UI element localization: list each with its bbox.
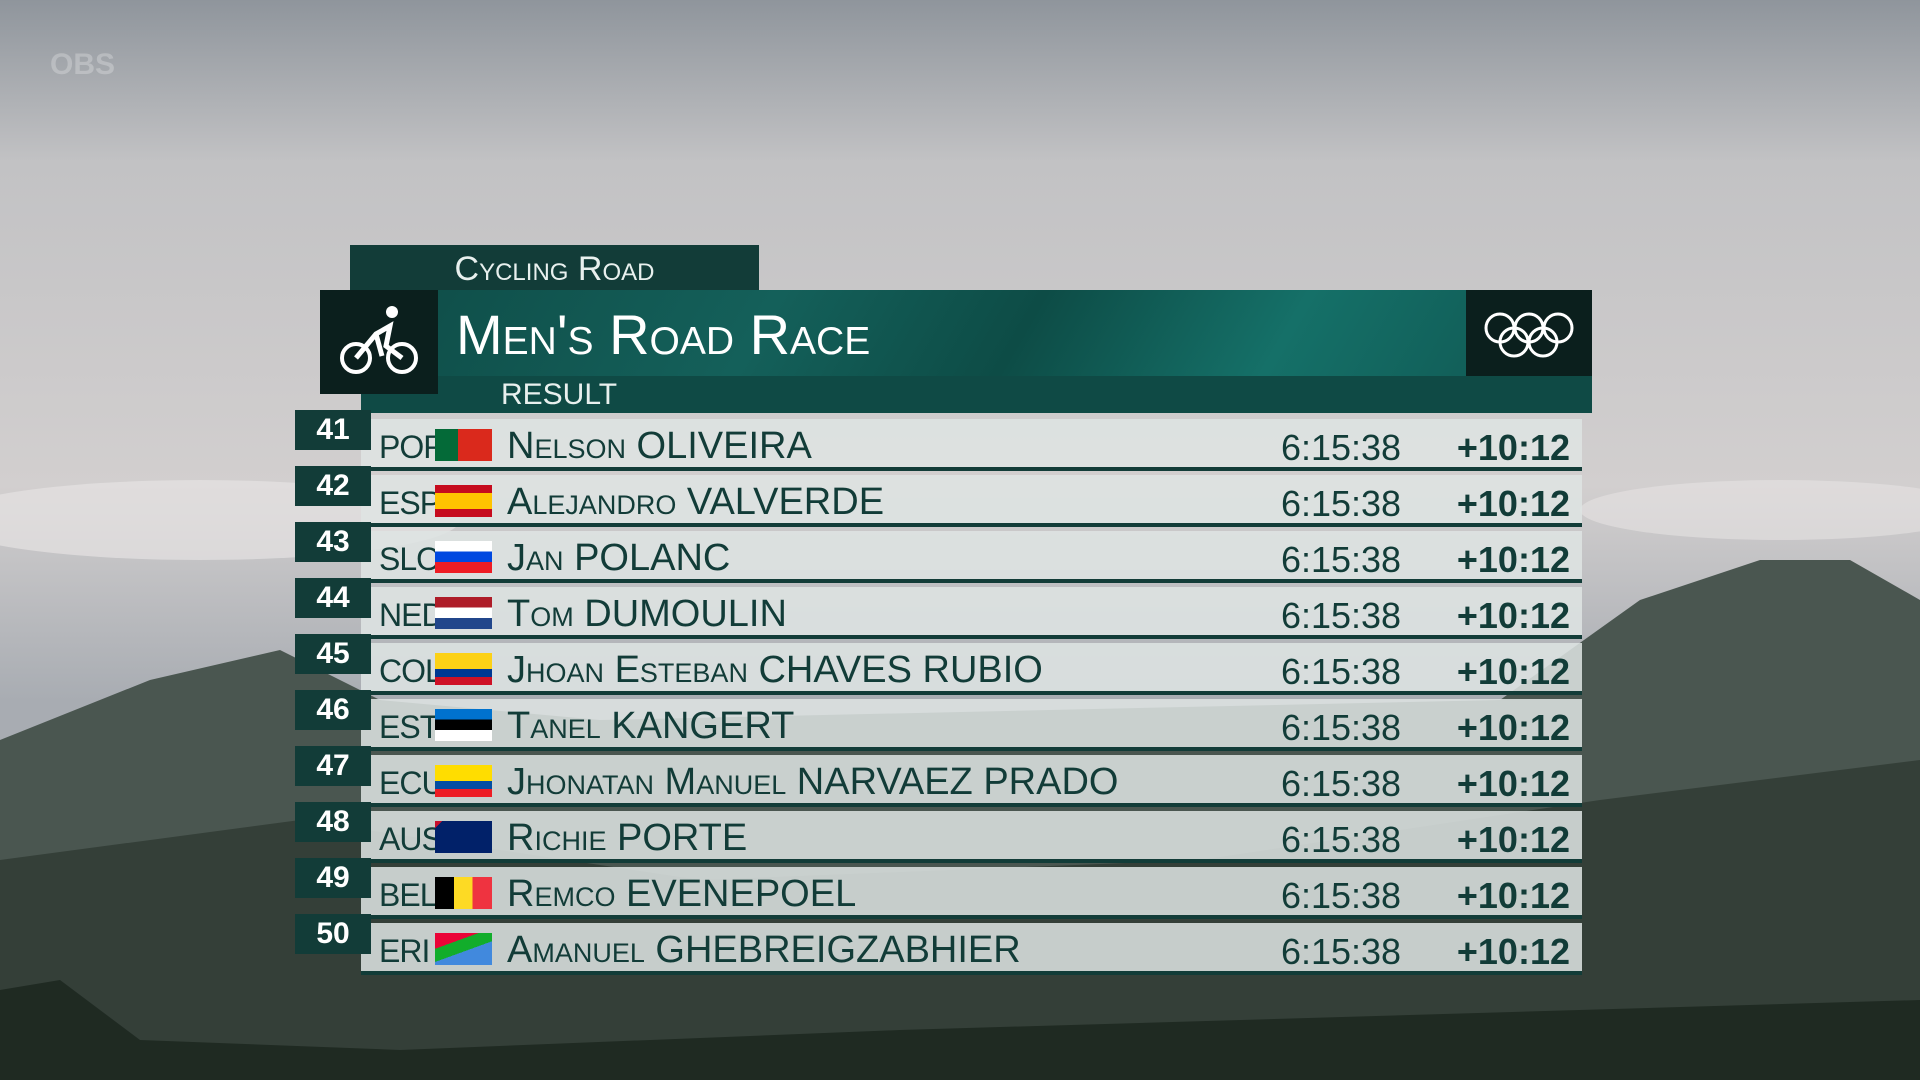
finish-time: 6:15:38 [1280,427,1402,468]
sport-tab: Cycling Road [350,245,759,291]
flag [435,597,492,629]
flag [435,765,492,797]
noc-code: COL [379,653,443,689]
rank-box: 48 [295,802,371,842]
noc-code: ESP [379,485,441,521]
flag [435,429,492,461]
noc-code: AUS [379,821,443,857]
finish-time: 6:15:38 [1280,763,1402,804]
rank-box: 50 [295,914,371,954]
time-gap: +10:12 [1456,763,1570,804]
athlete-name: Amanuel GHEBREIGZABHIER [507,929,1021,971]
cycling-pictogram [340,306,418,374]
time-gap: +10:12 [1456,595,1570,636]
rank-box: 44 [295,578,371,618]
result-row: NED Tom DUMOULIN 6:15:38 +10:12 [361,587,1582,639]
athlete-name: Alejandro VALVERDE [507,481,885,523]
noc-code: SLO [379,541,441,577]
flag [435,877,492,909]
finish-time: 6:15:38 [1280,819,1402,860]
flag [435,541,492,573]
result-row: COL Jhoan Esteban CHAVES RUBIO 6:15:38 +10:… [361,643,1582,695]
flag [435,709,492,741]
flag [435,933,492,965]
rank-box: 45 [295,634,371,674]
rings-icon [1484,312,1574,358]
finish-time: 6:15:38 [1280,931,1402,972]
cycling-icon [320,290,438,394]
rank-box: 47 [295,746,371,786]
noc-code: NED [379,597,445,633]
athlete-name: Nelson OLIVEIRA [507,425,812,467]
noc-code: ERI [379,933,430,969]
time-gap: +10:12 [1456,707,1570,748]
result-row: SLO Jan POLANC 6:15:38 +10:12 [361,531,1582,583]
time-gap: +10:12 [1456,875,1570,916]
time-gap: +10:12 [1456,539,1570,580]
noc-code: BEL [379,877,437,913]
noc-code: EST [379,709,439,745]
flag [435,653,492,685]
rank-box: 42 [295,466,371,506]
title-bar [320,290,1592,376]
finish-time: 6:15:38 [1280,651,1402,692]
result-row: ERI Amanuel GHEBREIGZABHIER 6:15:38 +10:12 [361,923,1582,975]
athlete-name: Jan POLANC [507,537,731,579]
result-row: AUS Richie PORTE 6:15:38 +10:12 [361,811,1582,863]
finish-time: 6:15:38 [1280,875,1402,916]
time-gap: +10:12 [1456,651,1570,692]
finish-time: 6:15:38 [1280,595,1402,636]
time-gap: +10:12 [1456,427,1570,468]
athlete-name: Tanel KANGERT [507,705,795,747]
rank-box: 46 [295,690,371,730]
result-row: BEL Remco EVENEPOEL 6:15:38 +10:12 [361,867,1582,919]
watermark: OBS [50,48,116,81]
time-gap: +10:12 [1456,931,1570,972]
finish-time: 6:15:38 [1280,483,1402,524]
event-title: Men's Road Race [456,303,871,366]
time-gap: +10:12 [1456,819,1570,860]
flag [435,821,492,853]
athlete-name: Tom DUMOULIN [507,593,787,635]
olympic-rings [1466,290,1592,376]
athlete-name: Richie PORTE [507,817,748,859]
result-row: POR Nelson OLIVEIRA 6:15:38 +10:12 [361,419,1582,471]
noc-code: ECU [379,765,445,801]
athlete-name: Jhoan Esteban CHAVES RUBIO [507,649,1043,691]
time-gap: +10:12 [1456,483,1570,524]
athlete-name: Remco EVENEPOEL [507,873,857,915]
result-band: RESULT [361,376,1592,413]
flag [435,485,492,517]
result-row: ECU Jhonatan Manuel NARVAEZ PRADO 6:15:38 +… [361,755,1582,807]
finish-time: 6:15:38 [1280,539,1402,580]
rank-box: 41 [295,410,371,450]
result-row: ESP Alejandro VALVERDE 6:15:38 +10:12 [361,475,1582,527]
finish-time: 6:15:38 [1280,707,1402,748]
rank-box: 43 [295,522,371,562]
rank-box: 49 [295,858,371,898]
athlete-name: Jhonatan Manuel NARVAEZ PRADO [507,761,1119,803]
result-row: EST Tanel KANGERT 6:15:38 +10:12 [361,699,1582,751]
